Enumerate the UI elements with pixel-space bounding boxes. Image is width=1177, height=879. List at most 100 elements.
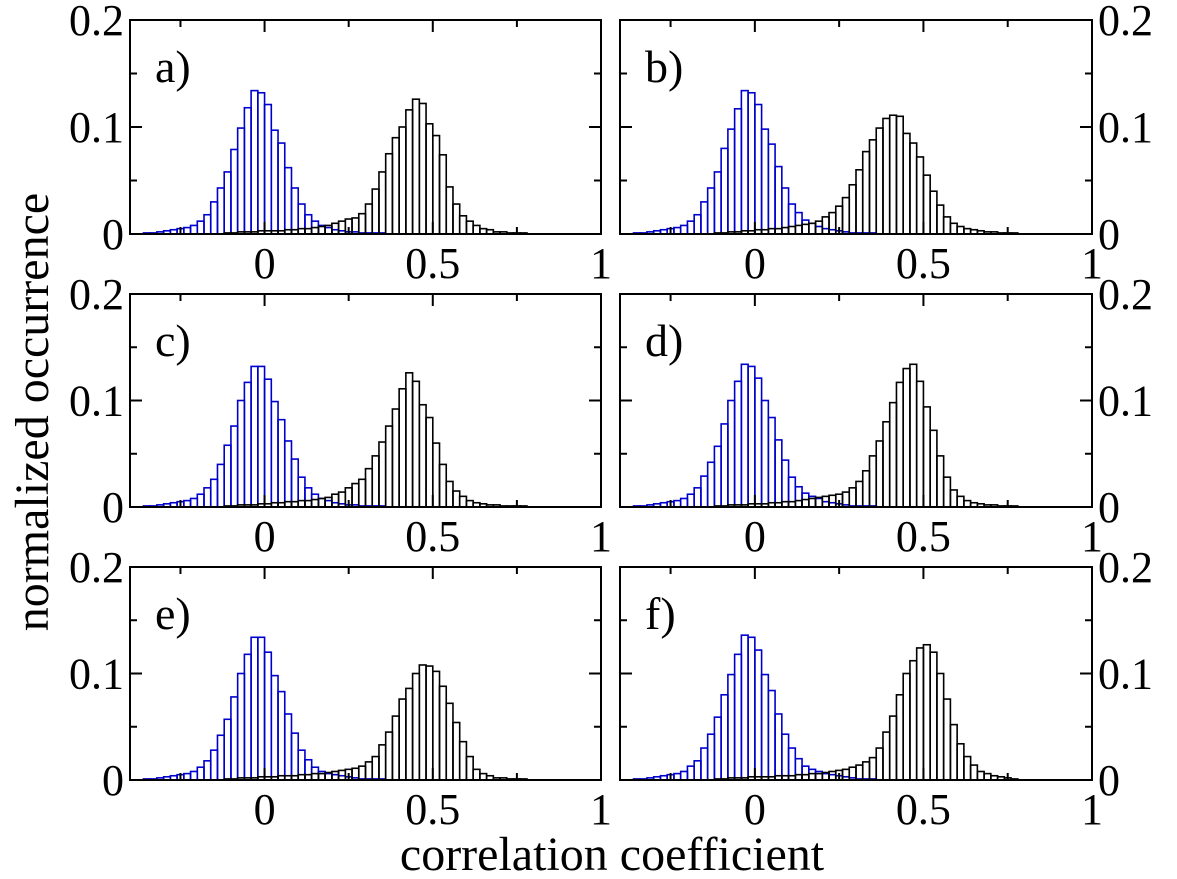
series-blue bbox=[632, 89, 878, 235]
histogram-bar bbox=[720, 423, 729, 508]
histogram-bar bbox=[727, 399, 736, 508]
histogram-bar bbox=[794, 757, 803, 781]
histogram-bar bbox=[949, 723, 958, 781]
histogram-bar bbox=[438, 154, 448, 235]
histogram-bar bbox=[277, 690, 286, 781]
panel-label: c) bbox=[155, 315, 191, 366]
y-tick-label: 0 bbox=[102, 756, 124, 805]
histogram-bar bbox=[727, 673, 736, 781]
histogram-bar bbox=[250, 365, 259, 508]
x-tick-label: 1 bbox=[1081, 512, 1103, 561]
histogram-bar bbox=[733, 653, 743, 781]
histogram-bar bbox=[378, 171, 387, 235]
histogram-bar bbox=[888, 715, 898, 781]
histogram-bar bbox=[465, 755, 474, 781]
histogram-bar bbox=[882, 117, 891, 235]
panel-label: d) bbox=[645, 315, 683, 366]
series-black bbox=[223, 372, 528, 508]
histogram-bar bbox=[297, 749, 306, 781]
panel-b: 0 0.5 100.10.2b) bbox=[619, 0, 1153, 288]
histogram-bar bbox=[391, 715, 400, 781]
histogram-bar bbox=[740, 634, 749, 781]
histogram-bar bbox=[895, 115, 905, 235]
histogram-bar bbox=[250, 89, 259, 235]
histogram-bar bbox=[828, 494, 837, 508]
histogram-bar bbox=[895, 693, 905, 781]
histogram-bar bbox=[270, 400, 279, 508]
histogram-bar bbox=[405, 687, 414, 781]
histogram-bar bbox=[861, 150, 871, 235]
histogram-bar bbox=[807, 497, 817, 508]
histogram-bar bbox=[465, 220, 474, 235]
histogram-bar bbox=[902, 672, 911, 781]
histogram-bar bbox=[216, 187, 226, 235]
histogram-bar bbox=[855, 480, 864, 508]
histogram-bar bbox=[855, 169, 864, 235]
histogram-bar bbox=[230, 696, 239, 781]
histogram-bar bbox=[868, 455, 878, 508]
histogram-bar bbox=[331, 770, 340, 781]
histogram-bar bbox=[431, 670, 441, 781]
y-tick-label: 0.1 bbox=[1098, 103, 1153, 152]
histogram-bar bbox=[713, 171, 722, 235]
histogram-bar bbox=[425, 416, 434, 508]
y-tick-label: 0.2 bbox=[69, 0, 124, 45]
histogram-bar bbox=[902, 132, 911, 235]
histogram-bar bbox=[458, 740, 468, 781]
histogram-bar bbox=[243, 653, 252, 781]
series-black bbox=[223, 98, 528, 235]
x-tick-label: 0.5 bbox=[405, 239, 460, 288]
histogram-bar bbox=[929, 429, 938, 508]
histogram-bar bbox=[794, 211, 803, 235]
histogram-bar bbox=[189, 224, 199, 235]
series-black bbox=[713, 363, 1019, 508]
histogram-bar bbox=[956, 225, 965, 235]
histogram-bar bbox=[740, 363, 749, 508]
histogram-bar bbox=[922, 174, 931, 235]
histogram-bar bbox=[942, 476, 952, 508]
histogram-bar bbox=[364, 761, 374, 781]
histogram-bar bbox=[848, 183, 857, 235]
histogram-bar bbox=[445, 702, 454, 781]
histogram-bar bbox=[807, 222, 817, 235]
histogram-bar bbox=[963, 755, 972, 781]
y-tick-label: 0.2 bbox=[1098, 0, 1153, 45]
histogram-bar bbox=[733, 380, 743, 508]
histogram-bar bbox=[740, 89, 749, 235]
histogram-bar bbox=[196, 766, 205, 781]
histogram-bar bbox=[263, 103, 273, 235]
panel-label: a) bbox=[155, 41, 191, 92]
histogram-bar bbox=[337, 491, 347, 508]
panel-label: b) bbox=[645, 41, 683, 92]
histogram-bar bbox=[747, 365, 756, 508]
histogram-bar bbox=[257, 365, 266, 508]
y-tick-label: 0 bbox=[102, 483, 124, 532]
histogram-bar bbox=[277, 418, 286, 508]
histogram-bar bbox=[922, 406, 931, 508]
histogram-bar bbox=[848, 487, 857, 508]
x-tick-label: 0 bbox=[744, 512, 766, 561]
histogram-bar bbox=[868, 139, 878, 235]
histogram-bar bbox=[679, 497, 689, 508]
histogram-bar bbox=[283, 713, 293, 781]
histogram-bar bbox=[956, 742, 965, 781]
histogram-bar bbox=[230, 148, 239, 235]
histogram-bar bbox=[693, 487, 702, 508]
histogram-bar bbox=[223, 444, 232, 508]
y-axis-title: normalized occurrence bbox=[6, 193, 59, 631]
histogram-bar bbox=[203, 760, 212, 781]
histogram-bar bbox=[841, 768, 851, 781]
panel-label: f) bbox=[645, 588, 676, 639]
histogram-bar bbox=[767, 143, 776, 235]
panel-d: 0 0.5 100.10.2d) bbox=[619, 270, 1153, 561]
series-blue bbox=[142, 636, 387, 781]
panel-label: e) bbox=[155, 588, 191, 639]
x-tick-label: 1 bbox=[1081, 239, 1103, 288]
histogram-bar bbox=[304, 758, 313, 781]
histogram-bar bbox=[371, 455, 380, 508]
histogram-bar bbox=[733, 108, 743, 235]
histogram-bar bbox=[243, 106, 252, 235]
y-tick-label: 0.1 bbox=[69, 377, 124, 426]
histogram-bar bbox=[263, 651, 273, 781]
histogram-bar bbox=[290, 458, 300, 508]
